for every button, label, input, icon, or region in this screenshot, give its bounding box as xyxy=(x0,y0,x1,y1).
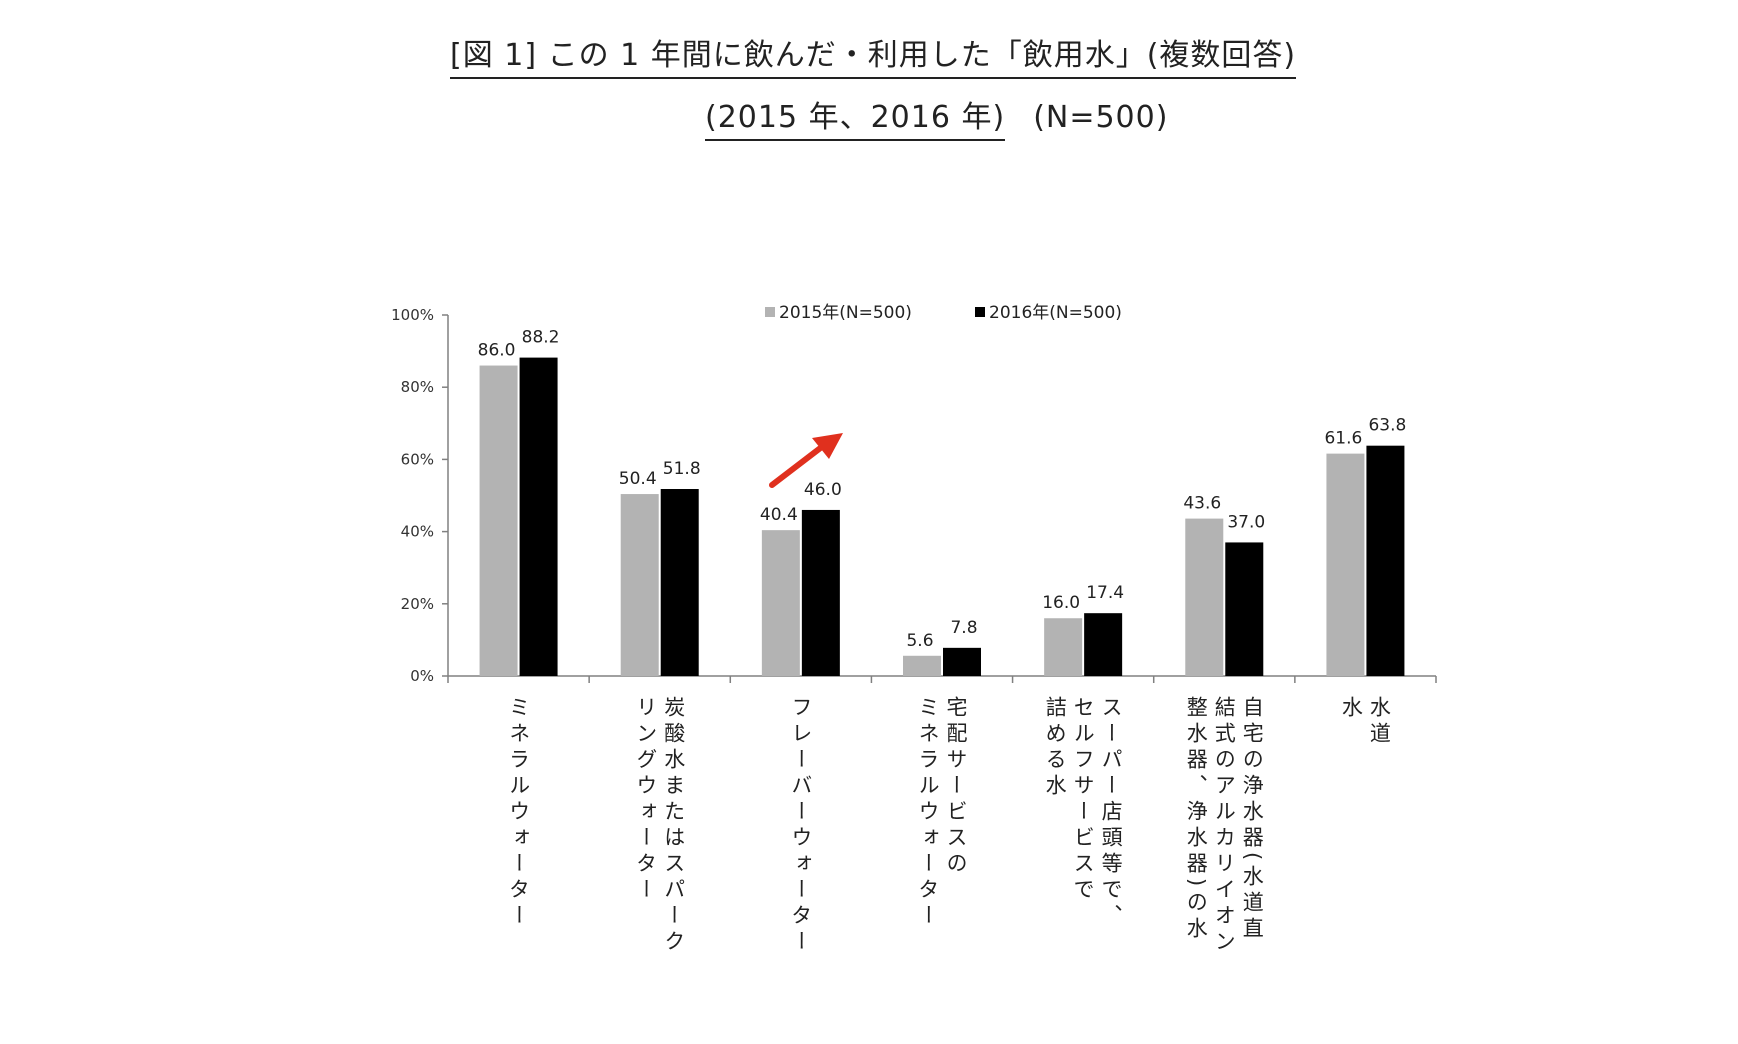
chart-subtitle-n: (N=500) xyxy=(1033,100,1169,135)
category-label: 結式のアルカリイオン xyxy=(1212,696,1236,956)
value-label: 7.8 xyxy=(950,618,977,638)
value-label: 51.8 xyxy=(663,459,701,479)
category-label: 詰める水 xyxy=(1043,696,1067,800)
category-label: 水道 xyxy=(1367,696,1391,748)
legend-label-2016: 2016年(N=500) xyxy=(989,303,1122,323)
y-tick-label: 0% xyxy=(410,667,434,685)
value-label: 17.4 xyxy=(1086,583,1124,603)
value-label: 16.0 xyxy=(1042,593,1080,613)
legend-label-2015: 2015年(N=500) xyxy=(779,303,912,323)
category-label: スーパー店頭等で、 xyxy=(1099,696,1123,930)
bar-2015 xyxy=(1044,618,1083,676)
bar-2016 xyxy=(660,489,699,676)
category-label: 水 xyxy=(1339,696,1363,722)
category-label: 自宅の浄水器(水道直 xyxy=(1240,696,1264,943)
y-tick-label: 100% xyxy=(391,306,434,324)
value-label: 88.2 xyxy=(522,328,560,348)
bar-2016 xyxy=(519,357,558,676)
y-tick-label: 60% xyxy=(401,450,434,468)
bar-2015 xyxy=(903,655,941,676)
value-label: 43.6 xyxy=(1183,494,1221,514)
value-label: 5.6 xyxy=(906,631,933,651)
bar-2016 xyxy=(1225,542,1264,676)
category-label: セルフサービスで xyxy=(1071,696,1095,904)
bar-2016 xyxy=(943,647,981,676)
value-label: 40.4 xyxy=(760,505,798,525)
y-tick-label: 80% xyxy=(401,378,434,396)
value-label: 46.0 xyxy=(804,480,842,500)
bar-2016 xyxy=(1366,445,1405,676)
legend-swatch-2016 xyxy=(975,307,985,317)
category-label: 整水器、浄水器)の水 xyxy=(1184,696,1208,943)
legend-swatch-2015 xyxy=(765,307,775,317)
category-label: ミネラルウォーター xyxy=(916,696,940,930)
value-label: 63.8 xyxy=(1368,416,1406,436)
category-label: 炭酸水またはスパーク xyxy=(662,696,686,956)
value-label: 50.4 xyxy=(619,469,657,489)
chart-title: [図 1] この 1 年間に飲んだ・利用した「飲用水」(複数回答) xyxy=(450,30,1297,79)
bar-2015 xyxy=(479,365,518,676)
value-label: 61.6 xyxy=(1324,429,1362,449)
y-tick-label: 40% xyxy=(401,523,434,541)
value-label: 86.0 xyxy=(478,341,516,361)
bar-2015 xyxy=(1326,453,1365,676)
bar-2016 xyxy=(801,509,840,676)
chart-subtitle-years: (2015 年、2016 年) xyxy=(705,100,1006,141)
category-label: 宅配サービスの xyxy=(944,696,968,878)
y-tick-label: 20% xyxy=(401,595,434,613)
category-label: リングウォーター xyxy=(634,696,658,904)
chart-subtitle: (2015 年、2016 年) (N=500) xyxy=(705,92,1169,141)
value-label: 37.0 xyxy=(1227,512,1265,532)
chart-title-line1: [図 1] この 1 年間に飲んだ・利用した「飲用水」(複数回答) xyxy=(450,38,1297,79)
bar-2015 xyxy=(761,530,800,676)
red-arrow-icon xyxy=(769,433,843,488)
bar-2015 xyxy=(620,494,659,676)
bar-2015 xyxy=(1185,518,1224,676)
bar-2016 xyxy=(1084,613,1123,676)
category-label: フレーバーウォーター xyxy=(789,696,813,956)
category-label: ミネラルウォーター xyxy=(507,696,531,930)
